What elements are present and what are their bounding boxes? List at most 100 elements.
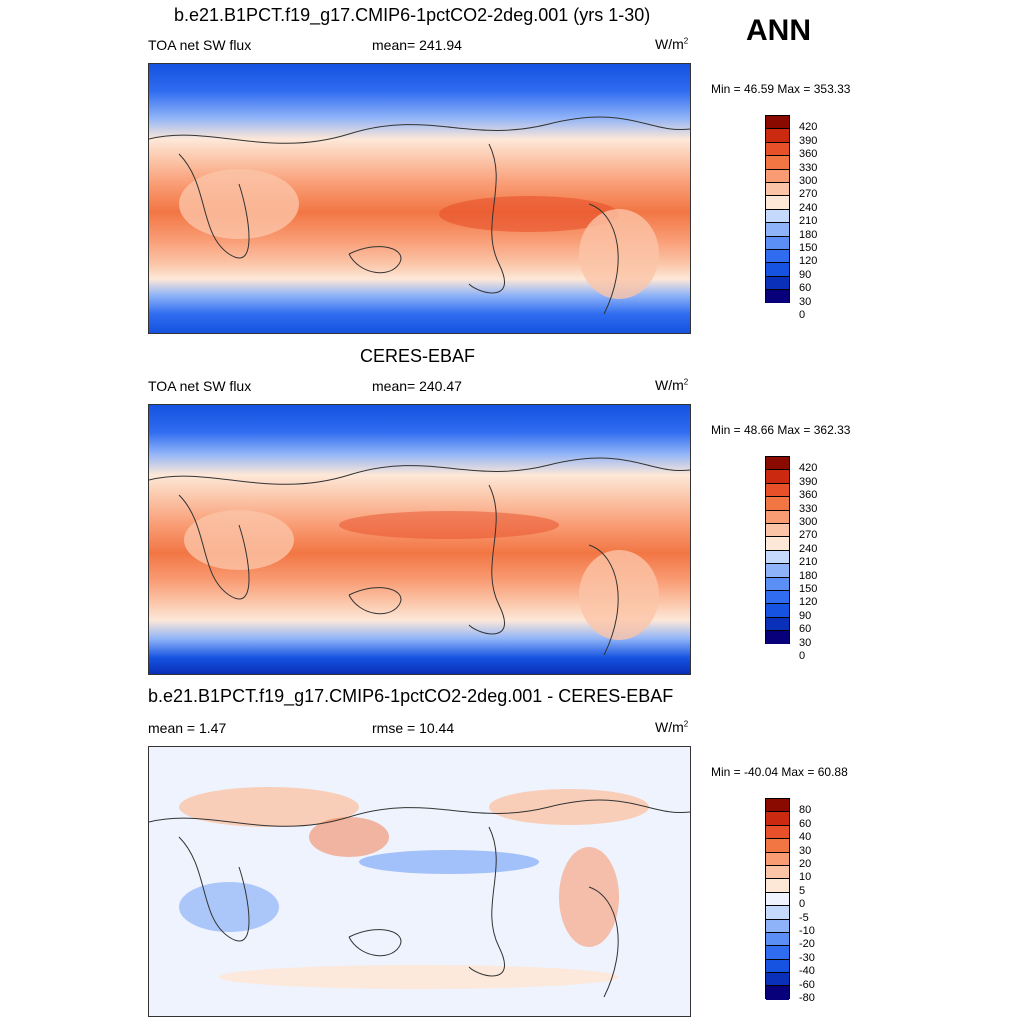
panel-2-map: [148, 404, 691, 675]
colorbar-swatch: [766, 510, 789, 524]
colorbar-tick-label: 210: [799, 215, 818, 228]
colorbar-tick-label: 0: [799, 898, 806, 911]
colorbar-swatch: [766, 142, 789, 157]
colorbar-swatch: [766, 470, 789, 484]
colorbar-tick-label: 240: [799, 201, 818, 214]
colorbar-tick-label: 330: [799, 161, 818, 174]
colorbar-swatch: [766, 973, 789, 987]
panel-2-colorbar: [765, 456, 790, 645]
colorbar-tick-label: 150: [799, 242, 818, 254]
colorbar-swatch: [766, 523, 789, 538]
panel-2-title: CERES-EBAF: [360, 346, 476, 366]
colorbar-swatch: [766, 986, 789, 1000]
colorbar-tick-label: 10: [799, 871, 812, 884]
colorbar-swatch: [766, 129, 789, 143]
colorbar-tick-label: 60: [799, 282, 812, 295]
colorbar-tick-label: -20: [799, 938, 815, 951]
panel-2-map-field: [149, 405, 690, 674]
colorbar-tick-label: 330: [799, 502, 818, 515]
colorbar-tick-label: 360: [799, 148, 818, 161]
colorbar-tick-label: 60: [799, 817, 812, 830]
colorbar-swatch: [766, 564, 789, 578]
colorbar-tick-label: 270: [799, 188, 818, 201]
colorbar-swatch: [766, 852, 789, 866]
panel-3-units: W/m2: [655, 719, 689, 735]
colorbar-tick-label: 420: [799, 462, 818, 475]
colorbar-swatch: [766, 276, 789, 291]
colorbar-tick-label: 60: [799, 623, 812, 636]
colorbar-swatch: [766, 604, 789, 618]
colorbar-tick-label: 5: [799, 884, 806, 897]
colorbar-tick-label: 390: [799, 134, 818, 147]
colorbar-swatch: [766, 209, 789, 224]
colorbar-swatch: [766, 959, 789, 974]
colorbar-swatch: [766, 537, 789, 551]
colorbar-tick-label: 40: [799, 831, 812, 844]
colorbar-swatch: [766, 169, 789, 183]
colorbar-swatch: [766, 550, 789, 565]
colorbar-swatch: [766, 590, 789, 605]
colorbar-swatch: [766, 483, 789, 498]
colorbar-tick-label: 240: [799, 542, 818, 555]
colorbar-swatch: [766, 799, 789, 813]
colorbar-swatch: [766, 906, 789, 920]
colorbar-tick-label: 0: [799, 309, 806, 321]
colorbar-tick-label: 30: [799, 636, 812, 649]
colorbar-tick-label: 180: [799, 228, 818, 241]
colorbar-swatch: [766, 236, 789, 250]
panel-1-minmax: Min = 46.59 Max = 353.33: [711, 82, 851, 96]
colorbar-swatch: [766, 263, 789, 277]
colorbar-tick-label: -10: [799, 925, 815, 937]
colorbar-swatch: [766, 116, 789, 130]
panel-3-map-field: [149, 747, 690, 1016]
colorbar-tick-label: 30: [799, 844, 812, 857]
panel-1-map: [148, 63, 691, 334]
colorbar-swatch: [766, 223, 789, 237]
colorbar-tick-label: -30: [799, 951, 815, 964]
colorbar-tick-label: 20: [799, 858, 812, 870]
colorbar-swatch: [766, 839, 789, 853]
panel-3-mean-label: mean = 1.47: [148, 720, 227, 736]
panel-2-minmax: Min = 48.66 Max = 362.33: [711, 423, 851, 437]
colorbar-swatch: [766, 617, 789, 632]
colorbar-swatch: [766, 879, 789, 893]
colorbar-tick-label: 180: [799, 569, 818, 582]
colorbar-tick-label: 270: [799, 529, 818, 542]
panel-3-rmse-label: rmse = 10.44: [372, 720, 455, 736]
colorbar-swatch: [766, 497, 789, 511]
colorbar-tick-label: 90: [799, 609, 812, 622]
colorbar-swatch: [766, 825, 789, 840]
panel-2-units: W/m2: [655, 377, 689, 393]
panel-2-mean-label: mean= 240.47: [372, 378, 462, 394]
colorbar-tick-label: -60: [799, 978, 815, 991]
colorbar-swatch: [766, 631, 789, 645]
colorbar-swatch: [766, 812, 789, 826]
colorbar-tick-label: 420: [799, 121, 818, 134]
panel-1-variable-label: TOA net SW flux: [148, 37, 252, 53]
panel-2-variable-label: TOA net SW flux: [148, 378, 252, 394]
colorbar-tick-label: -5: [799, 911, 809, 924]
panel-1-mean-label: mean= 241.94: [372, 37, 462, 53]
colorbar-swatch: [766, 457, 789, 471]
colorbar-tick-label: 120: [799, 255, 818, 268]
panel-3-map: [148, 746, 691, 1017]
colorbar-tick-label: 210: [799, 556, 818, 569]
colorbar-swatch: [766, 577, 789, 591]
panel-1-colorbar: [765, 115, 790, 304]
panel-3-title: b.e21.B1PCT.f19_g17.CMIP6-1pctCO2-2deg.0…: [148, 686, 674, 706]
colorbar-swatch: [766, 865, 789, 880]
colorbar-tick-label: 300: [799, 175, 818, 187]
colorbar-tick-label: -80: [799, 992, 815, 1004]
colorbar-tick-label: 30: [799, 295, 812, 308]
colorbar-tick-label: -40: [799, 965, 815, 978]
colorbar-tick-label: 390: [799, 475, 818, 488]
colorbar-tick-label: 360: [799, 489, 818, 502]
colorbar-swatch: [766, 249, 789, 264]
colorbar-tick-label: 80: [799, 804, 812, 817]
colorbar-swatch: [766, 156, 789, 170]
panel-1-title: b.e21.B1PCT.f19_g17.CMIP6-1pctCO2-2deg.0…: [174, 5, 651, 25]
panel-3-colorbar: [765, 798, 790, 1000]
colorbar-swatch: [766, 932, 789, 947]
season-label: ANN: [746, 14, 811, 47]
colorbar-swatch: [766, 946, 789, 960]
